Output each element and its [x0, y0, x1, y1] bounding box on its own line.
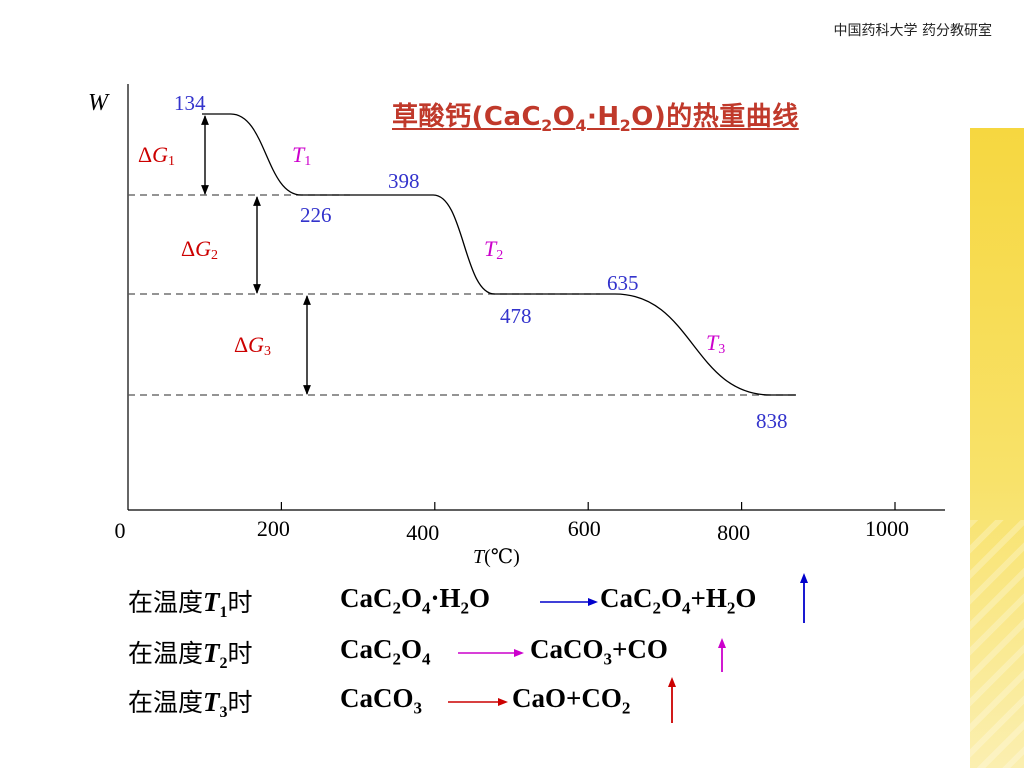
reactant-formula: CaC2O4	[340, 634, 431, 669]
header-text: 中国药科大学 药分教研室	[833, 23, 992, 39]
decorative-side-bar	[970, 128, 1024, 768]
step-temp-label: 226	[300, 203, 332, 227]
x-axis-label: T(℃)	[473, 546, 520, 568]
chart-title: 草酸钙(CaC2O4·H2O)的热重曲线	[392, 102, 799, 136]
gas-evolution-arrow-head	[800, 573, 808, 583]
reaction-arrow-head	[588, 598, 598, 606]
x-tick-label: 0	[115, 518, 126, 543]
reaction-arrow-head	[498, 698, 508, 706]
reaction-arrows	[458, 638, 726, 672]
reaction-row-2: 在温度T2时 CaC2O4 CaCO3+CO	[128, 634, 828, 678]
y-axis-label: W	[88, 90, 110, 116]
reaction-arrows	[540, 573, 808, 623]
reaction-arrows	[448, 677, 676, 723]
reaction-row-3: 在温度T3时 CaCO3 CaO+CO2	[128, 677, 828, 727]
transition-label: T2	[484, 236, 503, 263]
step-temp-label: 635	[607, 271, 639, 295]
decorative-side-stripes	[970, 520, 1024, 768]
delta-label: ΔG2	[181, 236, 218, 263]
step-temp-label: 838	[756, 409, 788, 433]
transition-label: T3	[706, 330, 725, 357]
x-tick-label: 1000	[865, 516, 909, 541]
step-temp-label: 478	[500, 304, 532, 328]
step-temp-label: 134	[174, 91, 206, 115]
reaction-arrow-head	[514, 649, 524, 657]
product-formula: CaC2O4+H2O	[600, 583, 757, 618]
product-formula: CaCO3+CO	[530, 634, 668, 669]
tga-curve	[202, 113, 796, 396]
x-tick-label: 400	[406, 520, 439, 545]
reaction-row-1: 在温度T1时 CaC2O4·H2O CaC2O4+H2O	[128, 573, 828, 627]
reaction-condition: 在温度T1时	[128, 587, 253, 621]
reactant-formula: CaCO3	[340, 683, 422, 718]
transition-label: T1	[292, 142, 311, 169]
step-temp-label: 398	[388, 169, 420, 193]
reaction-condition: 在温度T2时	[128, 638, 253, 672]
x-tick-label: 200	[257, 516, 290, 541]
tga-chart: 0 200 400 600 800 1000 W T(℃) 134 226 398 478 635 838…	[88, 84, 945, 568]
reactant-formula: CaC2O4·H2O	[340, 583, 491, 618]
gas-evolution-arrow-head	[668, 677, 676, 687]
gas-evolution-arrow-head	[718, 638, 726, 648]
x-tick-label: 800	[717, 520, 750, 545]
reaction-condition: 在温度T3时	[128, 687, 253, 721]
delta-label: ΔG3	[234, 332, 271, 359]
delta-label: ΔG1	[138, 142, 175, 169]
product-formula: CaO+CO2	[512, 683, 631, 718]
x-tick-label: 600	[568, 516, 601, 541]
